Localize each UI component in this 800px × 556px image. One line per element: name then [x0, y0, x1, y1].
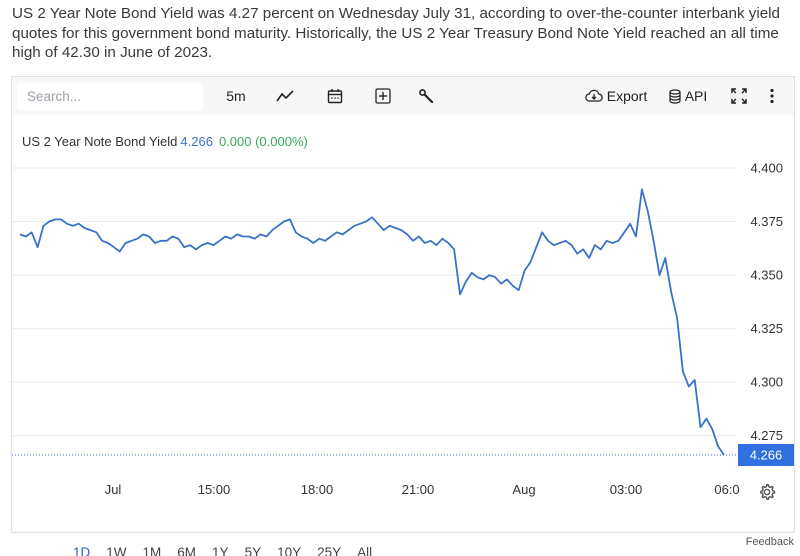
gear-icon[interactable]	[758, 483, 776, 501]
period-25y[interactable]: 25Y	[317, 545, 342, 556]
y-tick-label: 4.300	[750, 375, 783, 390]
y-tick-label: 4.350	[750, 268, 783, 283]
chart-canvas: 4.400 4.375 4.350 4.325 4.300 4.275 Jul 15:00 18…	[12, 160, 794, 497]
feedback-link[interactable]: Feedback	[745, 536, 794, 548]
x-tick-label: Aug	[512, 482, 535, 497]
x-tick-label: 21:00	[402, 482, 435, 497]
y-tick-label: 4.325	[750, 321, 783, 336]
add-icon[interactable]	[373, 83, 393, 109]
chart-toolbar: 5m Export API	[12, 77, 794, 115]
x-tick-label: 06:0	[714, 482, 739, 497]
chart-plot-area[interactable]: 4.400 4.375 4.350 4.325 4.300 4.275 Jul 15:00 18…	[12, 115, 794, 556]
series-line	[19, 188, 725, 456]
wrench-icon[interactable]	[416, 83, 436, 109]
last-value-badge-label: 4.266	[750, 448, 783, 463]
period-selector: 1D 1W 1M 6M 1Y 5Y 10Y 25Y All	[12, 537, 794, 556]
export-label: Export	[606, 88, 648, 104]
y-tick-label: 4.375	[750, 214, 783, 229]
period-all[interactable]: All	[357, 545, 373, 556]
more-vertical-icon[interactable]	[764, 83, 780, 109]
x-tick-label: 18:00	[301, 482, 334, 497]
interval-button[interactable]: 5m	[224, 83, 248, 109]
period-1w[interactable]: 1W	[106, 545, 127, 556]
chart-widget: 5m Export API	[11, 76, 795, 556]
last-value-badge	[738, 444, 794, 467]
period-5y[interactable]: 5Y	[244, 545, 262, 556]
database-icon	[669, 88, 681, 104]
export-button[interactable]: Export	[581, 83, 651, 109]
period-1y[interactable]: 1Y	[212, 545, 229, 556]
legend-series-name: US 2 Year Note Bond Yield	[22, 134, 178, 149]
line-chart-icon[interactable]	[274, 83, 296, 109]
fullscreen-icon[interactable]	[728, 83, 750, 109]
x-tick-label: 03:00	[610, 482, 643, 497]
y-tick-label: 4.400	[750, 160, 783, 175]
chart-legend: US 2 Year Note Bond Yield 4.266 0.000 (0.0…	[22, 134, 308, 149]
interval-label: 5m	[226, 88, 246, 104]
legend-last-value: 4.266	[180, 134, 213, 149]
period-6m[interactable]: 6M	[177, 545, 197, 556]
cloud-download-icon	[584, 89, 603, 103]
api-button[interactable]: API	[666, 83, 710, 109]
calendar-icon[interactable]	[325, 83, 345, 109]
x-tick-label: 15:00	[198, 482, 231, 497]
period-10y[interactable]: 10Y	[277, 545, 302, 556]
legend-change: 0.000 (0.000%)	[218, 134, 308, 149]
period-1d[interactable]: 1D	[65, 537, 98, 556]
intro-paragraph: US 2 Year Note Bond Yield was 4.27 perce…	[12, 5, 780, 61]
search-input[interactable]	[17, 83, 203, 110]
api-label: API	[684, 88, 708, 104]
x-tick-label: Jul	[105, 482, 122, 497]
y-tick-label: 4.275	[750, 428, 783, 443]
period-1m[interactable]: 1M	[142, 545, 162, 556]
